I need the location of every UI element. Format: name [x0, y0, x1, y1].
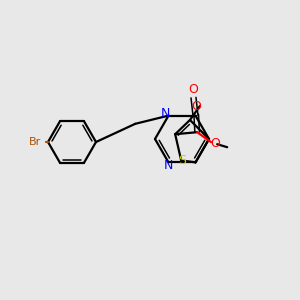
Text: O: O	[191, 100, 201, 113]
Text: O: O	[189, 83, 198, 96]
Text: S: S	[178, 154, 186, 167]
Text: N: N	[161, 107, 170, 120]
Text: N: N	[164, 159, 173, 172]
Text: O: O	[210, 137, 220, 150]
Text: Br: Br	[29, 137, 41, 147]
